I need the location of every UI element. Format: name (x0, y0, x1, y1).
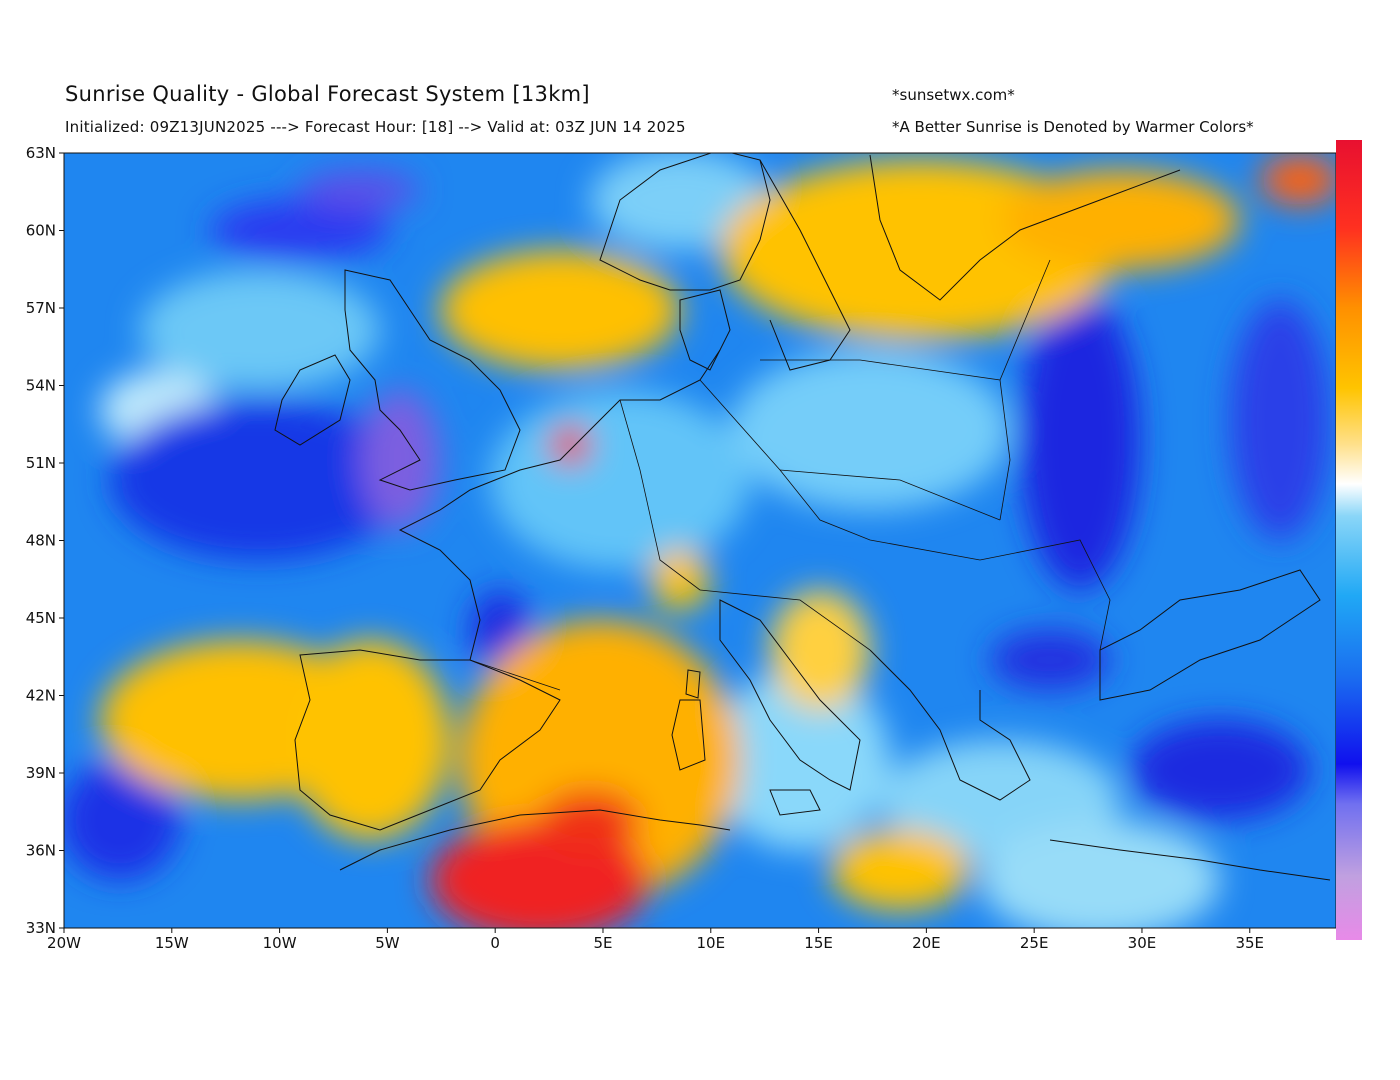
coastlines (274, 153, 1331, 881)
lon-tick-label: 25E (1020, 934, 1049, 952)
lon-tick-label: 20E (912, 934, 941, 952)
lat-tick-label: 57N (26, 299, 56, 317)
latitude-axis: 63N 60N 57N 54N 51N 48N 45N 42N 39N 36N 33N (26, 144, 64, 937)
colorbar (1336, 140, 1362, 940)
lon-tick-label: 0 (490, 934, 500, 952)
legend-note: *A Better Sunrise is Denoted by Warmer C… (892, 118, 1254, 136)
lat-tick-label: 51N (26, 454, 56, 472)
map-title: Sunrise Quality - Global Forecast System… (65, 82, 590, 106)
lon-tick-label: 5E (593, 934, 612, 952)
longitude-axis: 20W 15W 10W 5W 0 5E 10E 15E 20E 25E 30E 35E (47, 928, 1264, 952)
lat-tick-label: 36N (26, 842, 56, 860)
sunrise-quality-field (64, 153, 1336, 928)
lat-tick-label: 54N (26, 377, 56, 395)
lon-tick-label: 30E (1128, 934, 1157, 952)
lat-tick-label: 48N (26, 532, 56, 550)
lat-tick-label: 33N (26, 919, 56, 937)
lat-tick-label: 60N (26, 222, 56, 240)
lon-tick-label: 5W (375, 934, 400, 952)
map-subtitle: Initialized: 09Z13JUN2025 ---> Forecast … (65, 118, 686, 136)
lat-tick-label: 42N (26, 687, 56, 705)
country-borders (469, 259, 1111, 691)
lat-tick-label: 63N (26, 144, 56, 162)
lat-tick-label: 45N (26, 609, 56, 627)
lon-tick-label: 15W (155, 934, 189, 952)
lon-tick-label: 10W (263, 934, 297, 952)
lat-tick-label: 39N (26, 764, 56, 782)
lon-tick-label: 20W (47, 934, 81, 952)
lon-tick-label: 35E (1235, 934, 1264, 952)
lon-tick-label: 15E (804, 934, 833, 952)
lon-tick-label: 10E (696, 934, 725, 952)
site-credit: *sunsetwx.com* (892, 86, 1015, 104)
